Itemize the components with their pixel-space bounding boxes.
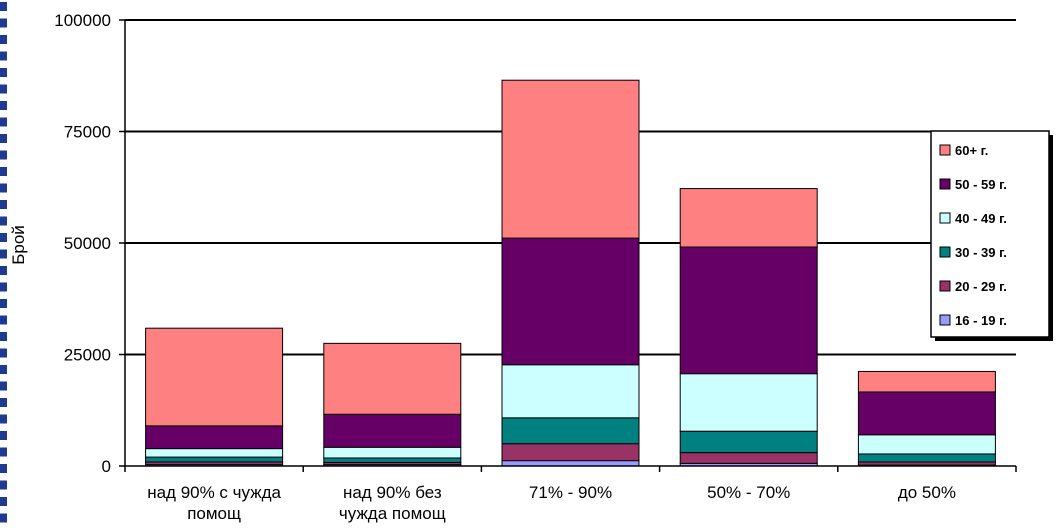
x-category-label: 50% - 70% bbox=[707, 483, 790, 502]
legend-label: 50 - 59 г. bbox=[955, 177, 1007, 192]
border-dot bbox=[0, 365, 7, 374]
x-category-label: до 50% bbox=[898, 483, 956, 502]
y-tick-labels: 0 25000 50000 75000 100000 bbox=[54, 11, 111, 476]
legend-swatch bbox=[939, 314, 951, 326]
legend-label: 16 - 19 г. bbox=[955, 313, 1007, 328]
border-dot bbox=[0, 464, 7, 473]
border-dot bbox=[0, 299, 7, 308]
border-dot bbox=[0, 134, 7, 143]
bar-segment bbox=[857, 434, 996, 455]
border-dot bbox=[0, 233, 7, 242]
border-dot bbox=[0, 381, 7, 391]
border-dot bbox=[0, 35, 7, 44]
bar-segment bbox=[145, 456, 284, 463]
bar-segment bbox=[323, 342, 462, 415]
bar-segment bbox=[323, 457, 462, 463]
border-dot bbox=[0, 497, 7, 506]
axes bbox=[119, 19, 1017, 472]
bar-segment bbox=[679, 373, 818, 432]
border-dot bbox=[0, 282, 7, 292]
legend-label: 40 - 49 г. bbox=[955, 211, 1007, 226]
border-dot bbox=[0, 167, 7, 176]
border-dot bbox=[0, 150, 7, 160]
legend-label: 30 - 39 г. bbox=[955, 245, 1007, 260]
border-dot bbox=[0, 431, 7, 440]
legend: 60+ г. 50 - 59 г. 40 - 49 г. 30 - 39 г. 20 -… bbox=[930, 130, 1053, 341]
border-dot bbox=[0, 101, 7, 110]
border-dot bbox=[0, 68, 7, 77]
y-tick-label: 75000 bbox=[64, 123, 111, 142]
y-tick-label: 0 bbox=[102, 457, 111, 476]
border-dot bbox=[0, 348, 7, 358]
legend-label: 20 - 29 г. bbox=[955, 279, 1007, 294]
bar-segment bbox=[679, 246, 818, 375]
border-dot bbox=[0, 266, 7, 275]
bar-segment bbox=[145, 425, 284, 450]
border-dot bbox=[0, 84, 7, 94]
x-category-label: 71% - 90% bbox=[529, 483, 612, 502]
legend-swatch bbox=[939, 280, 951, 292]
bar-segment bbox=[501, 79, 640, 239]
border-dot bbox=[0, 117, 7, 127]
bars bbox=[145, 79, 996, 467]
border-dot bbox=[0, 332, 7, 341]
y-tick-label: 25000 bbox=[64, 346, 111, 365]
border-dot bbox=[0, 216, 7, 226]
y-axis-title: Брой bbox=[9, 225, 28, 265]
border-dot bbox=[0, 480, 7, 490]
border-dot bbox=[0, 18, 7, 28]
bar-segment bbox=[857, 453, 996, 463]
bar-segment bbox=[857, 370, 996, 393]
x-category-label: над 90% с чужда помощ bbox=[147, 483, 281, 523]
bar-segment bbox=[323, 413, 462, 448]
y-tick-label: 100000 bbox=[54, 11, 111, 30]
y-tick-label: 50000 bbox=[64, 234, 111, 253]
legend-swatch bbox=[939, 144, 951, 156]
bar-segment bbox=[501, 364, 640, 419]
bar-segment bbox=[501, 443, 640, 462]
border-dot bbox=[0, 414, 7, 424]
legend-box bbox=[930, 130, 1050, 338]
border-dot bbox=[0, 513, 7, 523]
bar-segment bbox=[145, 327, 284, 427]
border-dot bbox=[0, 51, 7, 61]
bar-segment bbox=[679, 430, 818, 454]
bar-segment bbox=[145, 448, 284, 458]
legend-label: 60+ г. bbox=[955, 143, 988, 158]
bar-segment bbox=[679, 452, 818, 464]
bar-segment bbox=[857, 391, 996, 436]
bar-segment bbox=[501, 417, 640, 445]
border-dot bbox=[0, 2, 7, 11]
legend-swatch bbox=[939, 212, 951, 224]
bar-segment bbox=[323, 446, 462, 459]
decorative-dotted-border bbox=[0, 2, 7, 523]
border-dot bbox=[0, 315, 7, 325]
legend-swatch bbox=[939, 178, 951, 190]
bar-segment bbox=[501, 237, 640, 366]
legend-swatch bbox=[939, 246, 951, 258]
x-category-label: над 90% без чужда помощ bbox=[339, 483, 446, 523]
border-dot bbox=[0, 447, 7, 457]
border-dot bbox=[0, 183, 7, 193]
border-dot bbox=[0, 398, 7, 407]
bar-segment bbox=[501, 460, 640, 467]
x-category-labels: над 90% с чужда помощ над 90% без чужда пом… bbox=[147, 483, 956, 523]
border-dot bbox=[0, 249, 7, 259]
bar-segment bbox=[679, 188, 818, 248]
border-dot bbox=[0, 200, 7, 209]
